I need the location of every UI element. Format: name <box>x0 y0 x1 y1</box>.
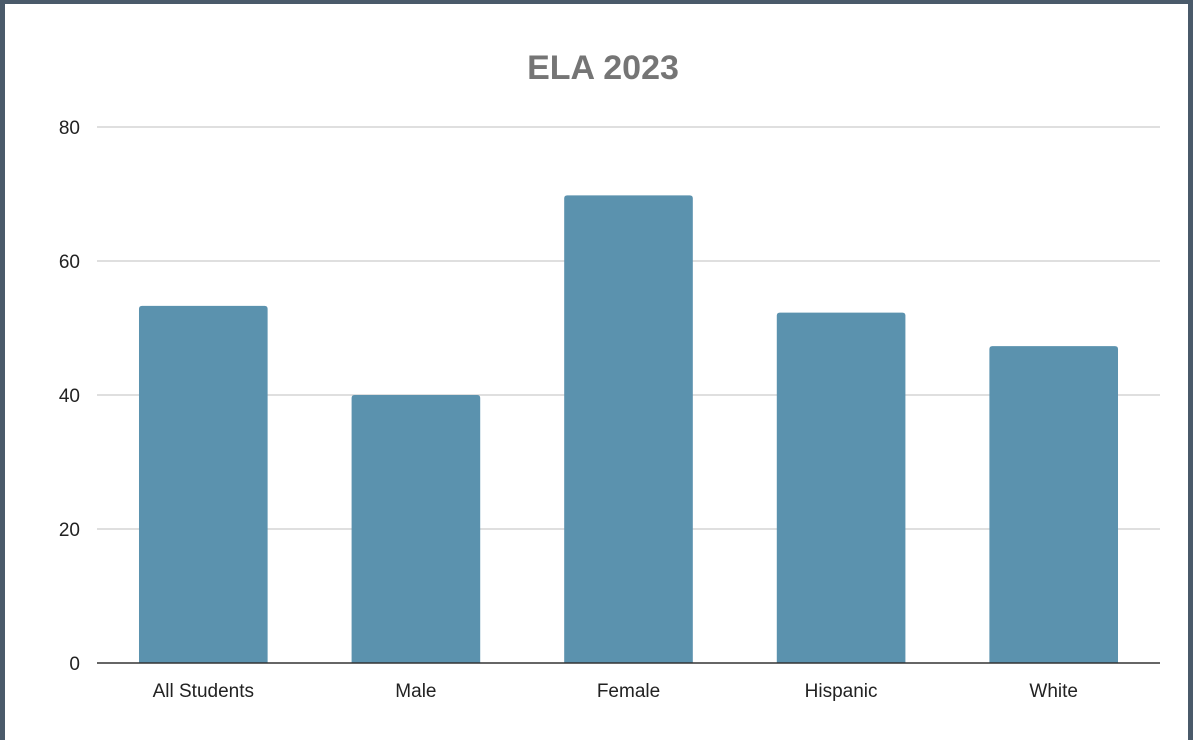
bars <box>138 195 1119 663</box>
x-axis-tick-labels: All Students Male Female Hispanic White <box>153 681 1078 702</box>
x-tick-label: Female <box>597 681 660 702</box>
x-tick-label: Male <box>395 681 436 702</box>
y-tick-label: 80 <box>59 118 80 139</box>
x-tick-label: All Students <box>153 681 254 702</box>
bar-hispanic <box>776 312 906 663</box>
chart-title: ELA 2023 <box>527 49 679 87</box>
bar-male <box>351 395 481 663</box>
y-axis-tick-labels: 0 20 40 60 80 <box>59 118 80 675</box>
bar-white <box>989 346 1119 663</box>
y-tick-label: 20 <box>59 520 80 541</box>
x-tick-label: Hispanic <box>805 681 878 702</box>
y-tick-label: 40 <box>59 386 80 407</box>
bar-female <box>564 195 693 663</box>
y-tick-label: 60 <box>59 252 80 273</box>
y-tick-label: 0 <box>69 654 80 675</box>
bar-all-students <box>138 305 268 663</box>
x-tick-label: White <box>1029 681 1078 702</box>
